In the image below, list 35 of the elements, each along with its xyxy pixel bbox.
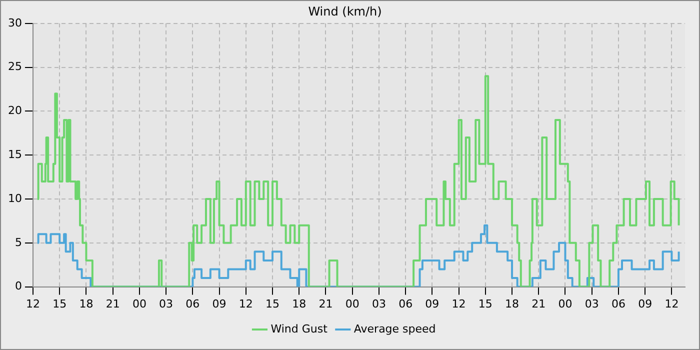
chart-title: Wind (km/h) (308, 4, 382, 18)
x-tick-label: 00 (345, 297, 360, 310)
x-tick-label: 03 (584, 297, 599, 310)
x-tick-label: 00 (132, 297, 146, 310)
y-tick-label: 20 (8, 104, 22, 118)
y-tick-label: 25 (8, 60, 22, 74)
x-tick-label: 03 (159, 297, 174, 310)
x-tick-label: 18 (79, 297, 94, 310)
x-tick-label: 21 (318, 297, 333, 310)
y-tick-label: 30 (8, 16, 22, 30)
x-tick-label: 21 (532, 297, 546, 310)
x-tick-label: 06 (611, 297, 626, 310)
y-tick-label: 15 (8, 148, 22, 161)
y-tick-label: 0 (14, 280, 22, 293)
x-tick-label: 00 (558, 297, 572, 310)
legend-label: Average speed (354, 322, 436, 336)
x-tick-label: 15 (52, 297, 67, 310)
x-tick-label: 06 (186, 297, 200, 310)
x-tick-label: 03 (372, 297, 386, 310)
y-tick-label: 10 (8, 192, 22, 205)
x-tick-label: 09 (425, 297, 440, 310)
x-tick-label: 15 (478, 297, 492, 310)
x-tick-label: 09 (638, 297, 652, 310)
x-tick-label: 12 (452, 297, 466, 310)
y-tick-label: 5 (14, 236, 22, 249)
x-tick-label: 15 (266, 297, 280, 310)
x-tick-label: 12 (664, 297, 679, 310)
x-tick-label: 06 (398, 297, 413, 310)
x-tick-label: 21 (106, 297, 120, 310)
legend-label: Wind Gust (270, 322, 328, 336)
x-tick-label: 18 (292, 297, 306, 310)
x-tick-label: 12 (238, 297, 253, 310)
x-tick-label: 12 (26, 297, 40, 310)
x-tick-label: 09 (212, 297, 226, 310)
x-tick-label: 18 (505, 297, 520, 310)
